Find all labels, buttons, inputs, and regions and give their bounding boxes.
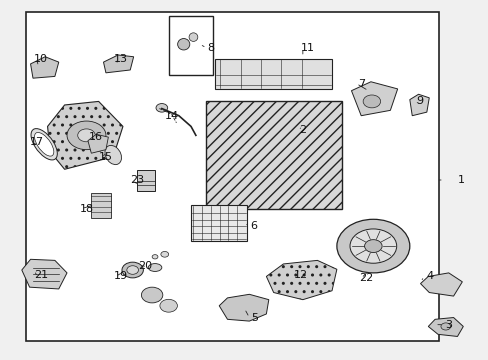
Polygon shape <box>427 318 462 337</box>
Ellipse shape <box>148 264 162 271</box>
Bar <box>91 193 111 217</box>
Bar <box>215 59 331 89</box>
Polygon shape <box>219 294 268 321</box>
Text: 16: 16 <box>89 132 103 142</box>
Text: 9: 9 <box>415 96 422 107</box>
Text: 13: 13 <box>113 54 127 64</box>
Text: 8: 8 <box>206 43 214 53</box>
Bar <box>136 170 155 191</box>
Polygon shape <box>22 259 67 289</box>
Polygon shape <box>88 134 108 153</box>
Text: 7: 7 <box>357 78 364 89</box>
Circle shape <box>78 129 95 142</box>
Text: 6: 6 <box>250 221 257 231</box>
Bar <box>191 205 246 241</box>
Text: 14: 14 <box>164 111 178 121</box>
Polygon shape <box>30 57 59 78</box>
Polygon shape <box>103 55 133 73</box>
Circle shape <box>161 251 168 257</box>
Ellipse shape <box>177 39 189 50</box>
Polygon shape <box>47 102 122 169</box>
Ellipse shape <box>31 129 57 160</box>
Ellipse shape <box>35 132 54 156</box>
Circle shape <box>364 240 381 252</box>
Ellipse shape <box>189 33 198 41</box>
Circle shape <box>126 266 138 274</box>
Bar <box>26 12 438 341</box>
Circle shape <box>349 229 396 263</box>
Text: 23: 23 <box>130 175 144 185</box>
Circle shape <box>336 219 409 273</box>
Text: 2: 2 <box>299 125 306 135</box>
Circle shape <box>122 262 143 278</box>
Circle shape <box>363 95 380 108</box>
Circle shape <box>141 287 163 303</box>
Text: 22: 22 <box>358 273 372 283</box>
Text: 18: 18 <box>79 203 93 213</box>
Text: 4: 4 <box>426 271 433 282</box>
Bar <box>169 16 212 75</box>
Text: 20: 20 <box>138 261 152 271</box>
Bar <box>205 102 341 208</box>
Circle shape <box>152 255 158 259</box>
Ellipse shape <box>105 145 121 165</box>
Circle shape <box>440 323 450 330</box>
Polygon shape <box>266 260 336 300</box>
Text: 15: 15 <box>99 152 113 162</box>
Text: 21: 21 <box>34 270 48 280</box>
Text: 1: 1 <box>456 175 464 185</box>
Text: 19: 19 <box>113 271 127 282</box>
Polygon shape <box>351 82 397 116</box>
Circle shape <box>156 104 167 112</box>
Text: 5: 5 <box>250 312 257 323</box>
Circle shape <box>67 121 106 150</box>
Polygon shape <box>409 94 428 116</box>
Text: 10: 10 <box>34 54 48 64</box>
Text: 12: 12 <box>293 270 307 280</box>
Polygon shape <box>420 273 461 296</box>
Text: 11: 11 <box>300 43 314 53</box>
Text: 3: 3 <box>444 320 451 330</box>
Circle shape <box>160 299 177 312</box>
Text: 17: 17 <box>29 138 43 148</box>
